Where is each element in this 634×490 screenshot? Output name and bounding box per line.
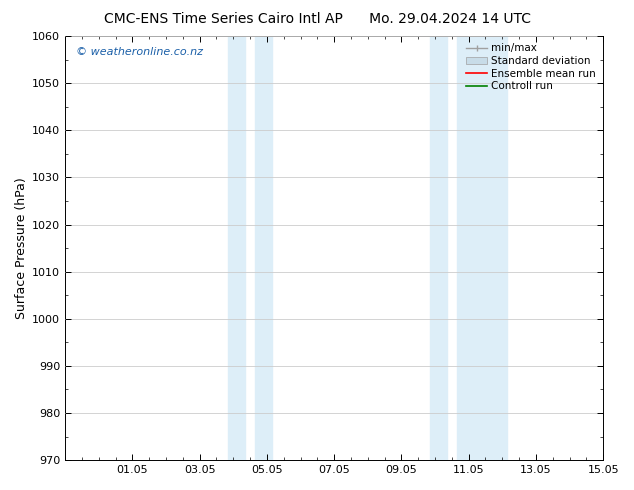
Bar [255, 36, 272, 460]
Bar [228, 36, 245, 460]
Text: CMC-ENS Time Series Cairo Intl AP      Mo. 29.04.2024 14 UTC: CMC-ENS Time Series Cairo Intl AP Mo. 29… [103, 12, 531, 26]
Bar [457, 36, 507, 460]
Text: © weatheronline.co.nz: © weatheronline.co.nz [76, 47, 203, 57]
Y-axis label: Surface Pressure (hPa): Surface Pressure (hPa) [15, 177, 28, 319]
Legend: min/max, Standard deviation, Ensemble mean run, Controll run: min/max, Standard deviation, Ensemble me… [464, 41, 598, 93]
Bar [430, 36, 447, 460]
